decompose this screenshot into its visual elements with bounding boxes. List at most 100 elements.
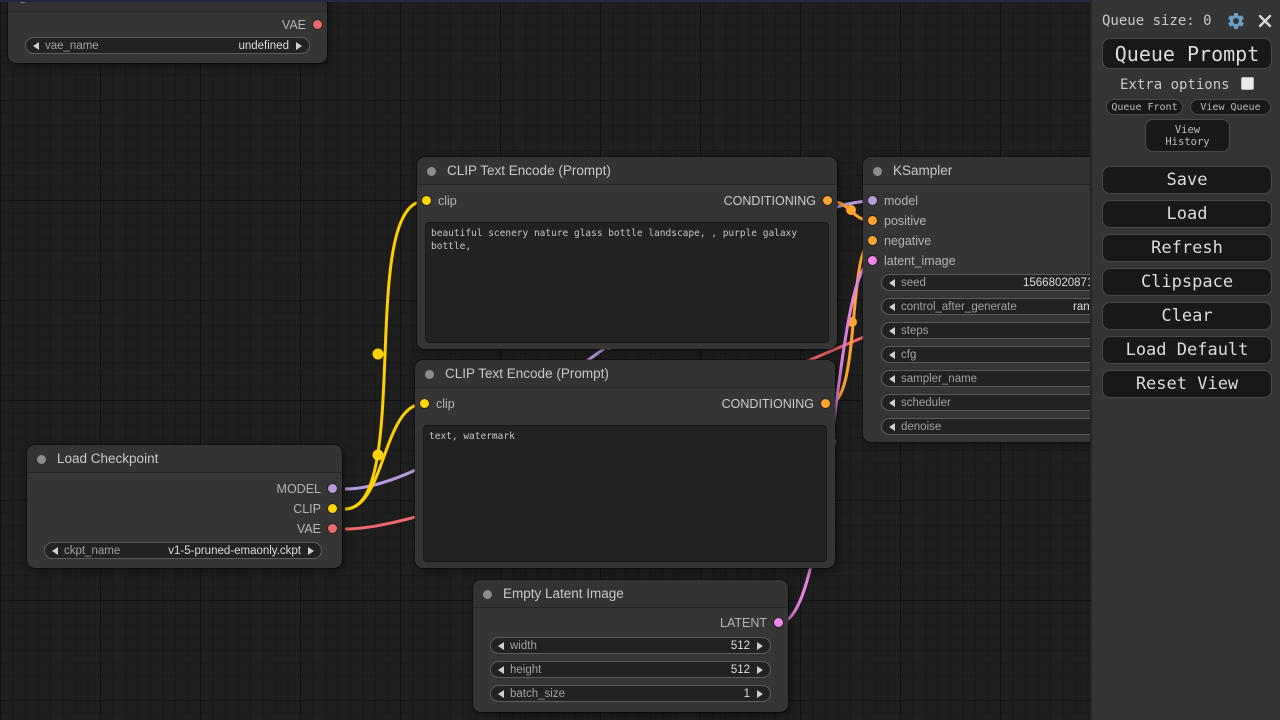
model-input-slot[interactable]	[868, 196, 877, 205]
node-clip-positive-titlebar[interactable]: CLIP Text Encode (Prompt)	[417, 157, 837, 185]
decrement-arrow-icon[interactable]	[889, 278, 895, 287]
positive-input-label: positive	[884, 214, 927, 228]
queue-size-label: Queue size:	[1102, 13, 1195, 29]
decrement-arrow-icon[interactable]	[498, 641, 504, 650]
node-empty-latent-image[interactable]: Empty Latent Image LATENT width 512 heig…	[473, 580, 788, 712]
decrement-arrow-icon[interactable]	[889, 302, 895, 311]
view-queue-button[interactable]: View Queue	[1190, 99, 1271, 115]
decrement-arrow-icon[interactable]	[498, 665, 504, 674]
load-default-button[interactable]: Load Default	[1102, 336, 1272, 364]
width-widget[interactable]: width 512	[490, 637, 771, 654]
queue-size-value: 0	[1203, 13, 1212, 29]
widget-label: sampler_name	[901, 372, 978, 385]
clip-input-slot[interactable]	[420, 399, 429, 408]
widget-value: v1-5-pruned-emaonly.ckpt	[168, 544, 301, 557]
collapse-dot-icon[interactable]	[425, 370, 434, 379]
collapse-dot-icon[interactable]	[37, 455, 46, 464]
widget-label: batch_size	[510, 687, 565, 700]
decrement-arrow-icon[interactable]	[33, 41, 39, 50]
settings-gear-icon[interactable]	[1226, 11, 1246, 31]
reset-view-button[interactable]: Reset View	[1102, 370, 1272, 398]
wire-clip-negative-dot	[372, 449, 384, 461]
decrement-arrow-icon[interactable]	[889, 422, 895, 431]
extra-options-checkbox[interactable]	[1241, 77, 1254, 90]
latent-output-label: LATENT	[720, 616, 767, 630]
widget-label: vae_name	[45, 39, 99, 52]
widget-label: cfg	[901, 348, 917, 361]
clip-input-slot[interactable]	[422, 196, 431, 205]
widget-value: ran	[1073, 300, 1090, 313]
vae-output-slot[interactable]	[328, 524, 337, 533]
conditioning-output-label: CONDITIONING	[721, 397, 814, 411]
conditioning-output-slot[interactable]	[821, 399, 830, 408]
collapse-dot-icon[interactable]	[873, 167, 882, 176]
node-clip-text-encode-positive[interactable]: CLIP Text Encode (Prompt) clip CONDITION…	[417, 157, 837, 349]
queue-prompt-button[interactable]: Queue Prompt	[1102, 38, 1272, 69]
decrement-arrow-icon[interactable]	[498, 689, 504, 698]
widget-value: 512	[730, 639, 750, 652]
decrement-arrow-icon[interactable]	[52, 546, 58, 555]
latent-image-input-slot[interactable]	[868, 256, 877, 265]
decrement-arrow-icon[interactable]	[889, 398, 895, 407]
extra-options-label: Extra options	[1120, 77, 1230, 93]
increment-arrow-icon[interactable]	[757, 665, 763, 674]
decrement-arrow-icon[interactable]	[889, 374, 895, 383]
clip-output-label: CLIP	[293, 502, 321, 516]
clipspace-button[interactable]: Clipspace	[1102, 268, 1272, 296]
increment-arrow-icon[interactable]	[757, 689, 763, 698]
decrement-arrow-icon[interactable]	[889, 350, 895, 359]
close-icon[interactable]	[1256, 12, 1274, 30]
node-empty-latent-titlebar[interactable]: Empty Latent Image	[473, 580, 788, 608]
negative-prompt-textarea[interactable]: text, watermark	[423, 425, 827, 562]
node-title: CLIP Text Encode (Prompt)	[447, 163, 611, 178]
comfy-menu-panel: Queue size: 0 Queue Prompt Extra options…	[1090, 0, 1280, 720]
model-output-label: MODEL	[276, 482, 321, 496]
decrement-arrow-icon[interactable]	[889, 326, 895, 335]
clip-output-slot[interactable]	[328, 504, 337, 513]
node-clip-negative-titlebar[interactable]: CLIP Text Encode (Prompt)	[415, 360, 835, 388]
increment-arrow-icon[interactable]	[296, 41, 302, 50]
node-title: KSampler	[893, 163, 953, 178]
node-title: Load Checkpoint	[57, 451, 159, 466]
save-button[interactable]: Save	[1102, 166, 1272, 194]
node-load-checkpoint-titlebar[interactable]: Load Checkpoint	[27, 445, 342, 473]
node-clip-text-encode-negative[interactable]: CLIP Text Encode (Prompt) clip CONDITION…	[415, 360, 835, 568]
latent-output-slot[interactable]	[774, 618, 783, 627]
node-load-checkpoint[interactable]: Load Checkpoint MODEL CLIP VAE ckpt_name…	[27, 445, 342, 568]
positive-input-slot[interactable]	[868, 216, 877, 225]
vae-output-slot[interactable]	[313, 20, 322, 29]
view-history-line2: History	[1165, 135, 1210, 148]
load-button[interactable]: Load	[1102, 200, 1272, 228]
batch-size-widget[interactable]: batch_size 1	[490, 685, 771, 702]
ckpt-name-widget[interactable]: ckpt_name v1-5-pruned-emaonly.ckpt	[44, 542, 322, 559]
positive-prompt-textarea[interactable]: beautiful scenery nature glass bottle la…	[425, 222, 829, 343]
widget-label: steps	[901, 324, 929, 337]
conditioning-output-slot[interactable]	[823, 196, 832, 205]
increment-arrow-icon[interactable]	[757, 641, 763, 650]
view-history-button[interactable]: View History	[1145, 119, 1230, 152]
height-widget[interactable]: height 512	[490, 661, 771, 678]
negative-input-slot[interactable]	[868, 236, 877, 245]
vae-name-widget[interactable]: vae_name undefined	[25, 37, 310, 54]
node-title: Empty Latent Image	[503, 586, 624, 601]
widget-label: height	[510, 663, 542, 676]
refresh-button[interactable]: Refresh	[1102, 234, 1272, 262]
collapse-dot-icon[interactable]	[427, 167, 436, 176]
clear-button[interactable]: Clear	[1102, 302, 1272, 330]
widget-value: 1	[743, 687, 750, 700]
widget-label: seed	[901, 276, 926, 289]
vae-output-label: VAE	[281, 18, 306, 32]
clip-input-label: clip	[436, 397, 455, 411]
node-load-vae[interactable]: VAE vae_name undefined	[8, 0, 327, 63]
collapse-dot-icon[interactable]	[483, 590, 492, 599]
conditioning-output-label: CONDITIONING	[723, 194, 816, 208]
widget-label: width	[510, 639, 537, 652]
widget-label: denoise	[901, 420, 942, 433]
increment-arrow-icon[interactable]	[308, 546, 314, 555]
clip-input-label: clip	[438, 194, 457, 208]
model-output-slot[interactable]	[328, 484, 337, 493]
wire-clip-negative	[344, 402, 424, 511]
view-history-line1: View	[1174, 123, 1201, 136]
widget-value: undefined	[238, 39, 289, 52]
queue-front-button[interactable]: Queue Front	[1106, 99, 1183, 115]
